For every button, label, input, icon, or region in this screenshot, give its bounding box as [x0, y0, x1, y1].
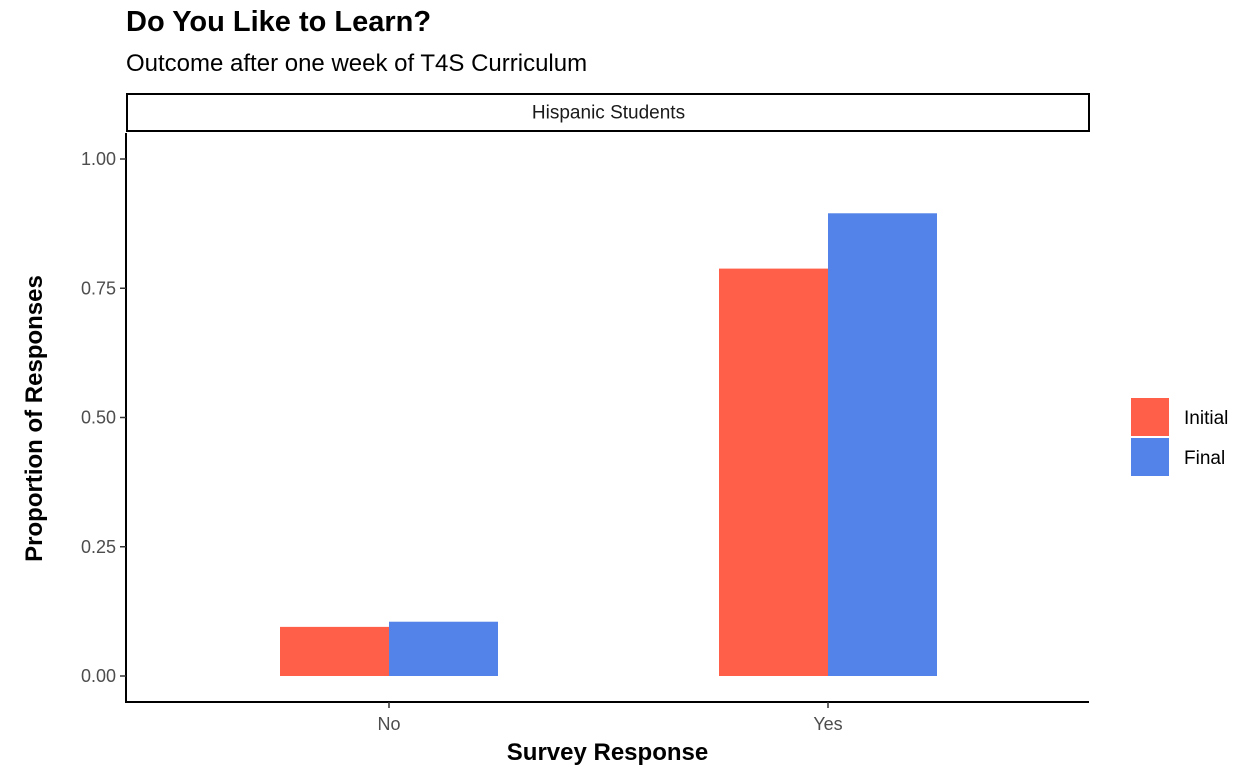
y-tick-label: 0.50 — [81, 408, 116, 428]
y-tick-label: 1.00 — [81, 149, 116, 169]
bars-layer — [280, 213, 937, 676]
legend: Initial Final — [1131, 398, 1228, 476]
legend-key-initial — [1131, 398, 1169, 436]
y-tick-label: 0.75 — [81, 278, 116, 298]
bar-initial-no — [280, 626, 389, 676]
bar-initial-yes — [719, 268, 828, 676]
x-tick-label: Yes — [813, 714, 842, 734]
legend-label-final: Final — [1184, 448, 1225, 469]
y-axis-title: Proportion of Responses — [21, 275, 48, 562]
bar-final-no — [389, 621, 498, 676]
y-tick-label: 0.00 — [81, 666, 116, 686]
facet-strip — [126, 93, 1090, 132]
chart-title: Do You Like to Learn? — [126, 6, 432, 38]
chart-subtitle: Outcome after one week of T4S Curriculum — [126, 50, 588, 77]
legend-key-final — [1131, 438, 1169, 476]
legend-label-initial: Initial — [1184, 408, 1228, 429]
facet-label: Hispanic Students — [532, 103, 685, 124]
x-tick-label: No — [377, 714, 400, 734]
y-axis-ticks: 0.00 0.25 0.50 0.75 1.00 — [81, 149, 126, 686]
y-tick-label: 0.25 — [81, 537, 116, 557]
bar-final-yes — [828, 213, 937, 676]
x-axis-ticks: No Yes — [377, 702, 843, 734]
x-axis-title: Survey Response — [507, 739, 708, 766]
